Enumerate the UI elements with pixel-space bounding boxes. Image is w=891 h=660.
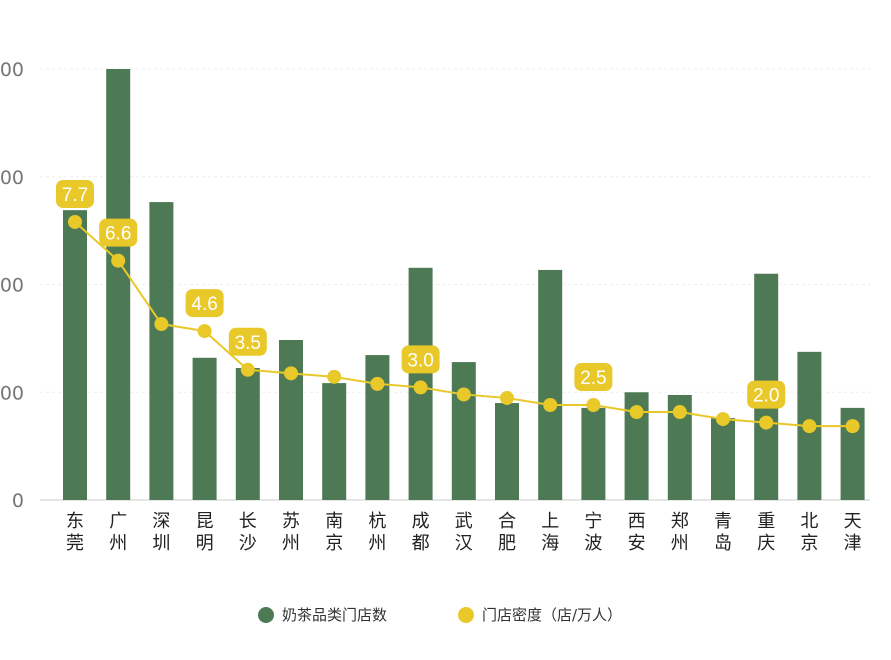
x-tick-label: 天: [844, 511, 862, 532]
x-tick-label: 州: [671, 533, 689, 554]
density-point: [629, 405, 644, 420]
x-tick-label: 明: [196, 533, 214, 554]
bar-苏州: [279, 339, 303, 500]
data-label: 7.7: [62, 185, 88, 206]
x-tick-label: 南: [325, 511, 343, 532]
data-label: 2.0: [753, 386, 779, 407]
bar-昆明: [192, 357, 217, 500]
density-point: [716, 412, 730, 427]
y-tick-label: 4000: [0, 275, 24, 297]
y-tick-label: 6000: [0, 167, 24, 189]
density-point: [456, 387, 471, 402]
data-label-box: [56, 179, 94, 208]
legend-label-density: 门店密度（店/万人）: [482, 606, 623, 624]
density-point: [68, 214, 82, 229]
x-tick-label: 昆: [196, 511, 214, 532]
density-point: [327, 369, 342, 384]
x-tick-label: 都: [412, 533, 430, 554]
legend-swatch-line: [458, 606, 474, 623]
x-tick-label: 上: [541, 511, 559, 532]
density-point: [500, 390, 514, 405]
y-tick-label: 0: [12, 490, 24, 512]
density-point: [586, 398, 601, 412]
x-tick-label: 海: [541, 533, 559, 554]
density-point: [672, 405, 687, 420]
y-tick-label: 2000: [0, 382, 24, 404]
bar-宁波: [581, 407, 606, 500]
bar-南京: [322, 383, 347, 500]
legend-swatch-bar: [258, 606, 274, 623]
data-label: 4.6: [191, 294, 217, 315]
density-point: [197, 324, 212, 339]
x-tick-label: 波: [584, 533, 602, 554]
x-tick-label: 庆: [757, 533, 775, 554]
data-label: 6.6: [105, 224, 131, 245]
legend-item-density: 门店密度（店/万人）: [458, 604, 622, 625]
x-tick-label: 深: [152, 511, 170, 532]
bar-合肥: [495, 403, 519, 500]
x-tick-label: 岛: [714, 533, 732, 554]
x-tick-label: 圳: [152, 533, 170, 554]
x-tick-label: 汉: [455, 533, 473, 554]
x-tick-label: 州: [368, 533, 386, 554]
density-point: [154, 317, 169, 332]
bar-武汉: [451, 362, 476, 500]
data-label-box: [574, 363, 613, 391]
x-tick-label: 沙: [239, 533, 257, 554]
bar-东莞: [63, 210, 87, 500]
x-tick-label: 津: [844, 533, 862, 554]
x-tick-label: 京: [325, 533, 343, 554]
density-point: [413, 380, 428, 395]
density-point: [759, 415, 774, 430]
x-tick-label: 北: [800, 511, 818, 532]
x-tick-label: 安: [628, 533, 646, 554]
x-tick-label: 杭: [368, 511, 386, 532]
x-tick-label: 莞: [66, 533, 84, 554]
x-tick-label: 州: [109, 533, 127, 554]
x-tick-label: 广: [109, 511, 127, 532]
x-tick-label: 合: [498, 511, 516, 532]
data-label-box: [185, 289, 224, 318]
density-point: [845, 419, 860, 434]
x-tick-label: 肥: [498, 533, 516, 554]
x-tick-label: 苏: [282, 511, 300, 532]
bar-深圳: [149, 202, 174, 501]
density-point: [284, 366, 298, 381]
density-point: [370, 376, 385, 391]
data-label: 2.5: [580, 368, 606, 389]
x-tick-label: 东: [66, 511, 84, 532]
x-tick-label: 青: [714, 511, 732, 532]
density-point: [240, 362, 255, 377]
legend-label-store-count: 奶茶品类门店数: [282, 606, 388, 624]
density-point: [802, 419, 817, 434]
data-label: 3.5: [235, 333, 261, 354]
x-tick-label: 成: [412, 511, 430, 532]
y-tick-label: 8000: [0, 59, 24, 81]
x-tick-label: 京: [800, 533, 818, 554]
bar-广州: [106, 69, 131, 500]
bar-青岛: [711, 418, 735, 500]
x-tick-label: 武: [455, 511, 473, 532]
x-tick-label: 重: [757, 511, 775, 532]
data-label-box: [401, 345, 440, 374]
x-tick-label: 州: [282, 533, 300, 554]
bar-上海: [538, 269, 563, 500]
legend-item-store-count: 奶茶品类门店数: [258, 604, 387, 625]
data-label-box: [99, 218, 138, 247]
x-tick-label: 郑: [671, 511, 689, 532]
x-tick-label: 长: [239, 511, 257, 532]
data-label: 3.0: [407, 350, 433, 371]
x-tick-label: 西: [628, 511, 646, 532]
data-label-box: [747, 380, 786, 409]
x-tick-label: 宁: [584, 511, 602, 532]
bar-长沙: [235, 368, 260, 500]
density-point: [543, 398, 558, 412]
density-point: [111, 253, 126, 268]
bar-杭州: [365, 355, 390, 500]
data-label-box: [228, 327, 267, 356]
